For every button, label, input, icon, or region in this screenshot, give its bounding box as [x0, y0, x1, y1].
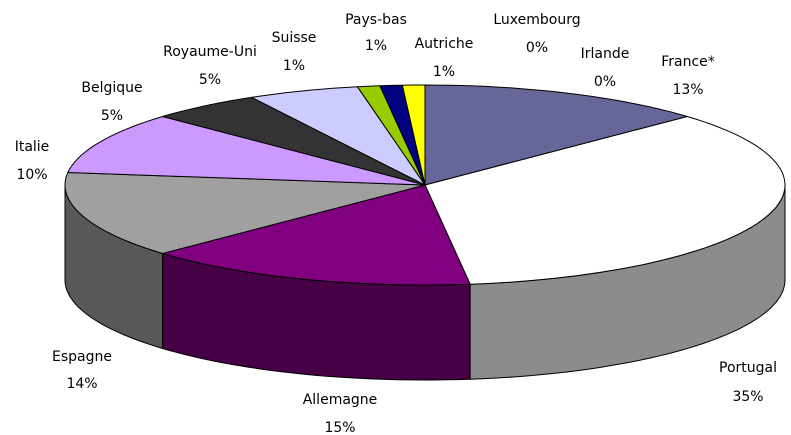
category-label: Italie	[15, 139, 50, 155]
value-label: 14%	[66, 376, 97, 392]
category-label: Pays-bas	[345, 12, 407, 28]
value-label: 1%	[283, 58, 305, 74]
category-label: Allemagne	[303, 392, 378, 408]
value-label: 5%	[101, 108, 123, 124]
slice	[401, 84, 426, 186]
category-label: France*	[661, 54, 715, 70]
category-label: Suisse	[272, 30, 317, 46]
slice	[251, 86, 426, 186]
slice	[162, 96, 426, 186]
slice	[424, 84, 688, 186]
category-label: Belgique	[81, 80, 142, 96]
category-label: Royaume-Uni	[163, 44, 257, 60]
category-label: Irlande	[581, 46, 630, 62]
value-label: 1%	[433, 64, 455, 80]
slice	[424, 116, 786, 285]
slice	[64, 172, 426, 254]
value-label: 35%	[732, 389, 763, 405]
value-label: 1%	[365, 38, 387, 54]
category-label: Luxembourg	[493, 12, 580, 28]
slice	[162, 184, 471, 286]
value-label: 15%	[324, 420, 355, 435]
value-label: 0%	[526, 40, 548, 56]
category-label: Espagne	[52, 349, 112, 365]
category-label: Portugal	[719, 360, 777, 376]
slice	[67, 116, 426, 186]
value-label: 10%	[16, 167, 47, 183]
value-label: 5%	[199, 72, 221, 88]
value-label: 0%	[594, 74, 616, 90]
value-label: 13%	[672, 82, 703, 98]
category-label: Autriche	[415, 36, 474, 52]
